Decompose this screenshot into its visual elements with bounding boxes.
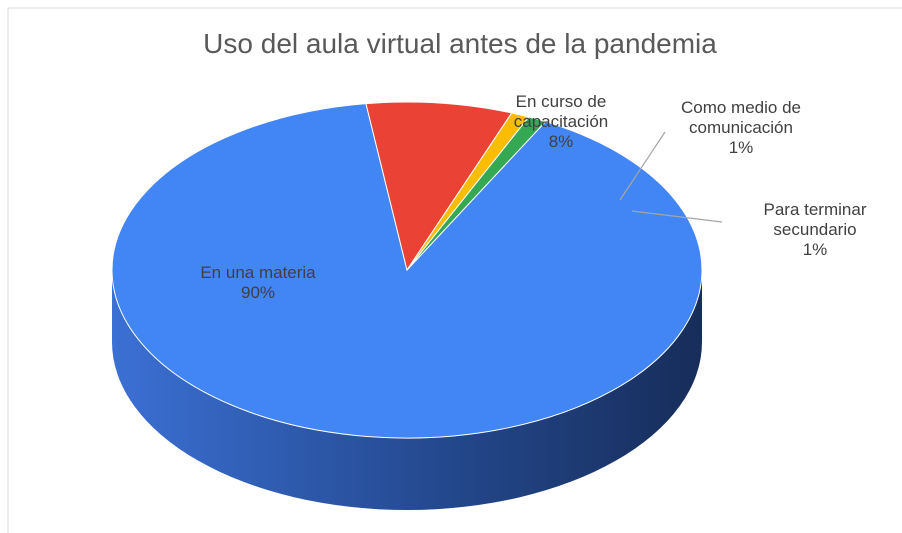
chart-title: Uso del aula virtual antes de la pandemi… (203, 28, 717, 59)
value-label: 1% (728, 138, 754, 157)
value-label: 8% (548, 132, 574, 151)
category-label: En curso de capacitación (513, 92, 609, 131)
data-label: Para terminar secundario 1% (745, 200, 885, 260)
value-label: 90% (240, 283, 276, 302)
category-label: En una materia (200, 263, 316, 282)
data-label: Como medio de comunicación 1% (666, 98, 816, 158)
pie-slice (406, 116, 547, 271)
leader-line (619, 131, 666, 201)
category-label: Como medio de comunicación (680, 98, 801, 137)
leader-line (631, 210, 723, 223)
pie-slice (365, 101, 513, 272)
category-label: Para terminar secundario (763, 200, 867, 239)
value-label: 1% (802, 240, 828, 259)
pie-side (112, 270, 702, 510)
data-label: En curso de capacitación 8% (501, 92, 621, 152)
chart-border (7, 7, 902, 533)
data-label: En una materia 90% (178, 263, 338, 303)
